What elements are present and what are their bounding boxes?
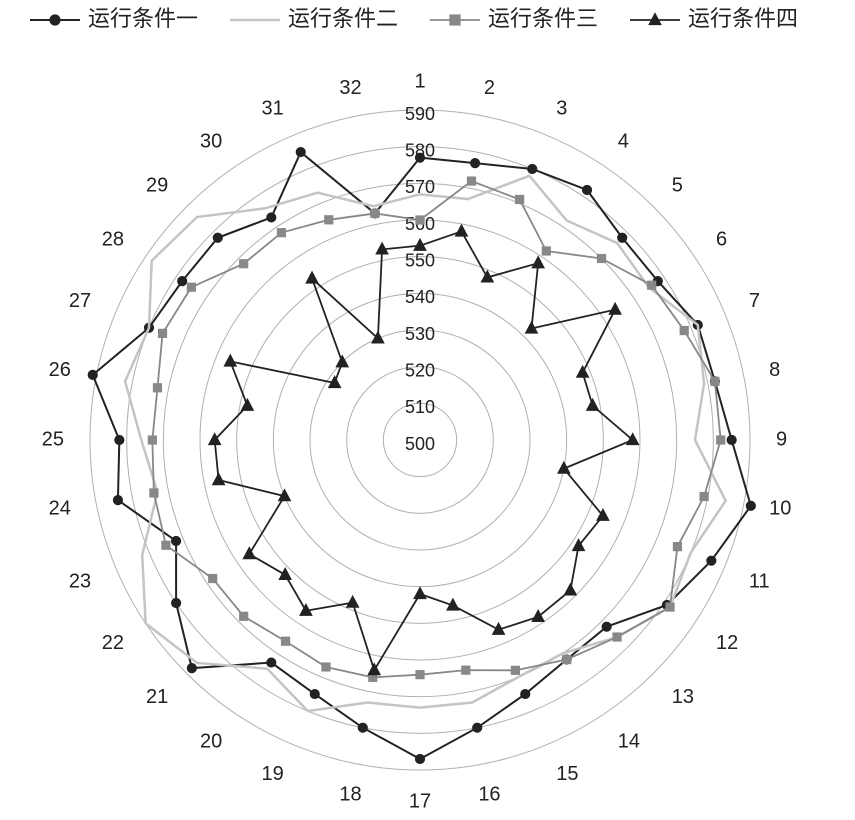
category-label: 13 [672,686,694,708]
category-label: 26 [49,359,71,381]
category-label: 4 [618,130,629,152]
category-label: 22 [102,632,124,654]
category-label: 23 [69,571,91,593]
legend-label: 运行条件四 [688,6,798,31]
legend-item: 运行条件四 [630,6,798,31]
legend-label: 运行条件一 [88,6,198,31]
category-label: 19 [262,763,284,785]
category-label: 15 [556,763,578,785]
category-label: 14 [618,730,640,752]
category-label: 8 [769,359,780,381]
series [148,177,724,681]
r-tick-label: 540 [405,287,435,307]
r-tick-label: 520 [405,360,435,380]
category-label: 17 [409,790,431,812]
category-label: 25 [42,428,64,450]
category-label: 2 [484,77,495,99]
category-label: 6 [716,228,727,250]
category-label: 27 [69,290,91,312]
legend-item: 运行条件一 [30,6,198,31]
category-label: 5 [672,175,683,197]
category-label: 12 [716,632,738,654]
r-tick-label: 590 [405,104,435,124]
category-label: 1 [414,70,425,92]
category-label: 24 [49,498,71,520]
category-label: 10 [769,498,791,520]
legend: 运行条件一 运行条件二 运行条件三 运行条件四 [30,6,798,31]
category-label: 16 [478,783,500,805]
category-label: 28 [102,228,124,250]
category-label: 9 [776,428,787,450]
category-label: 32 [339,77,361,99]
category-label: 18 [339,783,361,805]
legend-item: 运行条件二 [230,6,398,31]
category-label: 7 [749,290,760,312]
r-tick-label: 530 [405,324,435,344]
legend-item: 运行条件三 [430,6,598,31]
legend-label: 运行条件三 [488,6,598,31]
category-label: 29 [146,175,168,197]
r-tick-label: 550 [405,250,435,270]
category-label: 20 [200,730,222,752]
category-label: 3 [556,97,567,119]
radar-chart-svg: 5005105205305405505605705805901234567891… [0,0,855,820]
radar-chart: 5005105205305405505605705805901234567891… [0,0,855,820]
category-label: 31 [262,97,284,119]
r-tick-label: 500 [405,434,435,454]
category-label: 30 [200,130,222,152]
category-label: 21 [146,686,168,708]
r-tick-label: 510 [405,397,435,417]
category-label: 11 [749,571,770,593]
legend-label: 运行条件二 [288,6,398,31]
